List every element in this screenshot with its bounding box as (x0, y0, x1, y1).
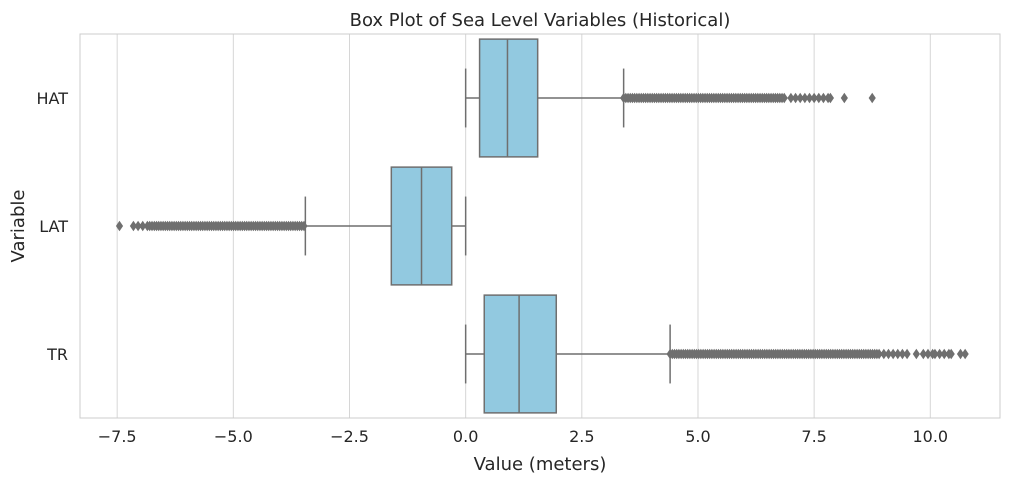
x-tick-label: 0.0 (453, 427, 478, 446)
iqr-box (483, 294, 558, 414)
outlier-point (940, 348, 948, 360)
outlier-point (791, 92, 800, 104)
plot-area (115, 38, 969, 414)
outlier-point (805, 92, 814, 104)
outlier-point (868, 92, 876, 104)
outlier-point (819, 92, 828, 104)
outlier-point (129, 220, 138, 232)
box-group-lat (115, 166, 467, 286)
outlier-point (889, 348, 897, 360)
x-tick-label: 5.0 (685, 427, 710, 446)
axis-ticks: −7.5 −5.0 −2.5 0.0 2.5 5.0 7.5 10.0 HAT LAT TR (36, 89, 948, 446)
box-group-tr (464, 294, 969, 414)
outlier-point (894, 348, 902, 360)
outlier-point (931, 348, 939, 360)
outlier-point (801, 92, 809, 104)
y-tick-label: HAT (36, 89, 68, 108)
outlier-point (148, 220, 156, 232)
x-tick-label: −2.5 (330, 427, 369, 446)
chart-title: Box Plot of Sea Level Variables (Histori… (350, 10, 731, 31)
x-tick-label: 7.5 (801, 427, 826, 446)
outlier-point (787, 92, 795, 104)
outlier-point (956, 348, 965, 360)
outlier-point (924, 348, 932, 360)
y-tick-label: TR (46, 345, 68, 364)
outlier-point (810, 92, 818, 104)
box-group-hat (464, 38, 876, 158)
outlier-point (780, 92, 788, 104)
x-tick-label: 2.5 (569, 427, 594, 446)
y-axis-label: Variable (8, 190, 29, 263)
outlier-point (815, 92, 823, 104)
x-tick-label: −7.5 (98, 427, 137, 446)
outlier-point (935, 348, 944, 360)
outlier-point (880, 348, 888, 360)
y-tick-label: LAT (39, 217, 68, 236)
outlier-point (961, 348, 969, 360)
iqr-box (478, 38, 539, 158)
outlier-point (300, 220, 308, 232)
outlier-point (796, 92, 804, 104)
x-tick-label: −5.0 (214, 427, 253, 446)
outlier-point (115, 220, 124, 232)
outlier-point (840, 92, 848, 104)
outlier-point (139, 220, 147, 232)
outlier-point (947, 348, 955, 360)
outlier-point (875, 348, 883, 360)
outlier-point (903, 348, 911, 360)
outlier-point (919, 348, 927, 360)
outlier-point (826, 92, 835, 104)
plot-frame (79, 33, 1001, 419)
outlier-point (134, 220, 142, 232)
x-tick-label: 10.0 (912, 427, 948, 446)
outlier-point (912, 348, 920, 360)
outlier-point (884, 348, 893, 360)
outlier-point (898, 348, 907, 360)
x-axis-label: Value (meters) (474, 454, 607, 475)
